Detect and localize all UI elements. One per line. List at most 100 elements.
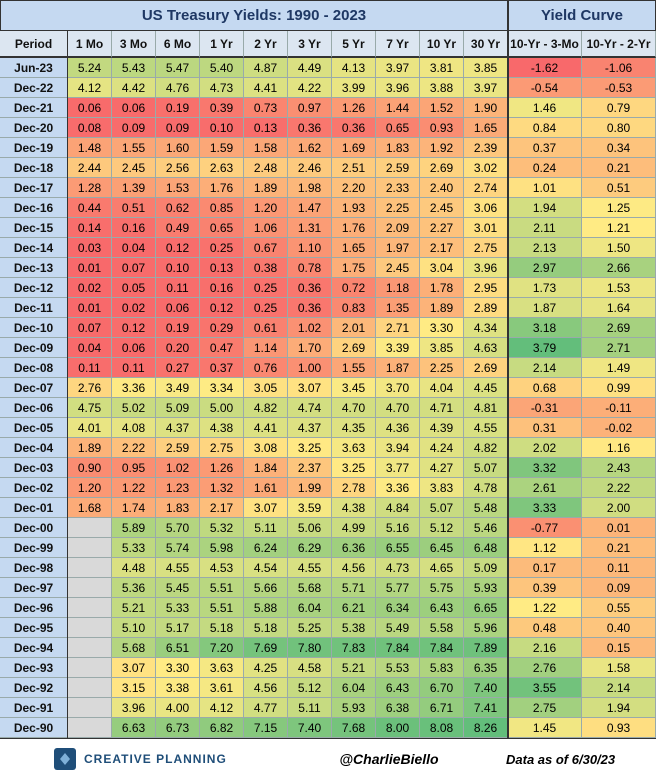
- yield-cell: 1.35: [376, 298, 420, 318]
- yield-cell: 2.51: [332, 158, 376, 178]
- yield-cell: 0.37: [200, 358, 244, 378]
- yield-cell: 0.12: [156, 238, 200, 258]
- yield-cell: 0.16: [112, 218, 156, 238]
- yield-cell: 0.51: [112, 198, 156, 218]
- yield-cell: 0.08: [68, 118, 112, 138]
- yield-cell: 0.49: [156, 218, 200, 238]
- curve-cell: 2.16: [508, 638, 582, 658]
- yield-cell: 2.17: [200, 498, 244, 518]
- yield-cell: 1.76: [332, 218, 376, 238]
- yield-cell: 6.63: [112, 718, 156, 738]
- curve-cell: 2.75: [508, 698, 582, 718]
- yield-cell: 3.25: [332, 458, 376, 478]
- yield-cell: 2.56: [156, 158, 200, 178]
- yield-cell: 2.01: [332, 318, 376, 338]
- yield-cell: 1.60: [156, 138, 200, 158]
- period-cell: Dec-17: [0, 178, 68, 198]
- yield-cell: 3.38: [156, 678, 200, 698]
- yield-cell: 3.08: [244, 438, 288, 458]
- yield-cell: 1.55: [112, 138, 156, 158]
- yield-cell: 1.65: [464, 118, 508, 138]
- curve-cell: -0.77: [508, 518, 582, 538]
- yield-cell: 6.43: [376, 678, 420, 698]
- yield-cell: 3.07: [288, 378, 332, 398]
- yield-cell: 5.00: [200, 398, 244, 418]
- yield-cell: 1.02: [156, 458, 200, 478]
- yield-cell: 1.14: [244, 338, 288, 358]
- handle: @CharlieBiello: [339, 751, 439, 767]
- yield-cell: 6.73: [156, 718, 200, 738]
- yield-cell: 1.65: [332, 238, 376, 258]
- yield-cell: 0.19: [156, 98, 200, 118]
- yield-cell: 3.36: [112, 378, 156, 398]
- column-header: 10 Yr: [420, 31, 464, 58]
- column-header: 5 Yr: [332, 31, 376, 58]
- yield-cell: 5.16: [376, 518, 420, 538]
- yield-cell: 5.43: [112, 58, 156, 78]
- yield-cell: 5.93: [332, 698, 376, 718]
- yield-cell: 5.10: [112, 618, 156, 638]
- yield-cell: 5.38: [332, 618, 376, 638]
- yield-cell: 1.00: [288, 358, 332, 378]
- yield-cell: 0.73: [244, 98, 288, 118]
- yield-cell: 1.97: [376, 238, 420, 258]
- curve-cell: 0.48: [508, 618, 582, 638]
- yield-cell: 0.27: [156, 358, 200, 378]
- curve-cell: 2.22: [582, 478, 656, 498]
- yield-cell: 1.23: [156, 478, 200, 498]
- curve-cell: 2.43: [582, 458, 656, 478]
- yield-cell: 4.39: [420, 418, 464, 438]
- yield-cell: 5.06: [288, 518, 332, 538]
- yield-cell: 0.04: [112, 238, 156, 258]
- yield-cell: 0.78: [288, 258, 332, 278]
- yield-cell: 0.13: [200, 258, 244, 278]
- curve-cell: 0.80: [582, 118, 656, 138]
- period-cell: Dec-05: [0, 418, 68, 438]
- yield-cell: 4.55: [288, 558, 332, 578]
- yield-cell: 3.49: [156, 378, 200, 398]
- curve-cell: 0.55: [582, 598, 656, 618]
- yield-cell: 5.24: [68, 58, 112, 78]
- curve-cell: 3.33: [508, 498, 582, 518]
- yield-cell: 3.06: [464, 198, 508, 218]
- yield-cell: 4.82: [464, 438, 508, 458]
- period-cell: Dec-06: [0, 398, 68, 418]
- yield-cell: 1.83: [376, 138, 420, 158]
- yield-cell: 0.95: [112, 458, 156, 478]
- yield-cell: 4.82: [244, 398, 288, 418]
- period-cell: Dec-13: [0, 258, 68, 278]
- yield-cell: 0.25: [200, 238, 244, 258]
- curve-cell: -0.53: [582, 78, 656, 98]
- yield-cell: 6.38: [376, 698, 420, 718]
- curve-cell: 1.53: [582, 278, 656, 298]
- yield-cell: 3.97: [376, 58, 420, 78]
- yield-cell: 1.20: [244, 198, 288, 218]
- yield-cell: 5.48: [464, 498, 508, 518]
- period-cell: Dec-94: [0, 638, 68, 658]
- empty-cell: [68, 578, 112, 598]
- yield-cell: 5.12: [420, 518, 464, 538]
- period-cell: Dec-97: [0, 578, 68, 598]
- yield-cell: 0.11: [156, 278, 200, 298]
- yield-cell: 5.77: [376, 578, 420, 598]
- yield-cell: 4.48: [112, 558, 156, 578]
- period-cell: Dec-22: [0, 78, 68, 98]
- curve-cell: 0.99: [582, 378, 656, 398]
- empty-cell: [68, 638, 112, 658]
- yield-cell: 2.22: [112, 438, 156, 458]
- yield-cell: 6.29: [288, 538, 332, 558]
- yield-cell: 7.84: [420, 638, 464, 658]
- curve-cell: 1.16: [582, 438, 656, 458]
- period-cell: Dec-93: [0, 658, 68, 678]
- yield-cell: 4.73: [200, 78, 244, 98]
- yield-cell: 1.47: [288, 198, 332, 218]
- yield-cell: 3.07: [244, 498, 288, 518]
- empty-cell: [68, 678, 112, 698]
- yield-cell: 2.46: [288, 158, 332, 178]
- yield-cell: 2.40: [420, 178, 464, 198]
- yield-cell: 0.25: [244, 278, 288, 298]
- yield-cell: 1.74: [112, 498, 156, 518]
- yield-cell: 5.96: [464, 618, 508, 638]
- yield-cell: 3.30: [156, 658, 200, 678]
- curve-cell: 2.13: [508, 238, 582, 258]
